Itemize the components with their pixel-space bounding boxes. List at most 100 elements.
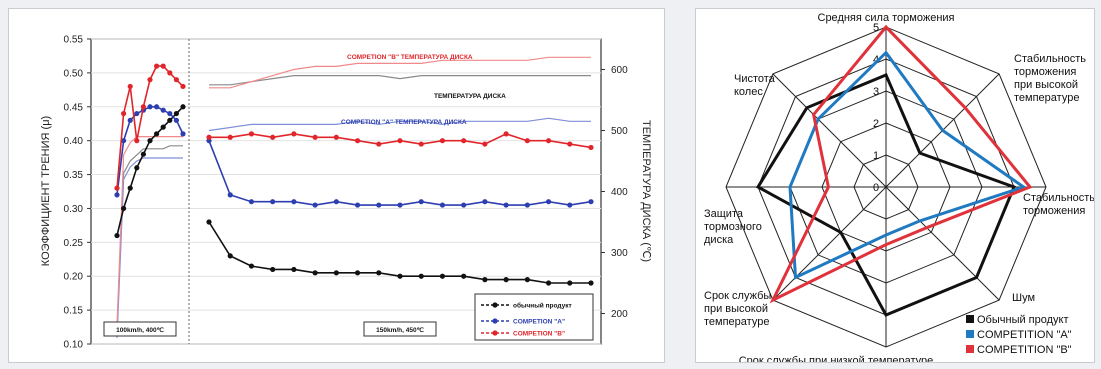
phase2-a-point — [545, 199, 552, 205]
phase2-a-point — [291, 199, 297, 205]
phase1-normal-point — [121, 205, 127, 212]
phase1-a-point — [121, 138, 127, 144]
radar-axis-label-line: при высокой — [704, 303, 768, 315]
phase1-normal-point — [167, 117, 173, 123]
phase1-a-point — [173, 117, 179, 123]
phase1-a-point — [147, 104, 153, 110]
y2-tick-label: 600 — [611, 65, 628, 76]
phase2-a-point — [461, 202, 467, 208]
phase2-normal-point — [545, 280, 552, 286]
phase2-b-point — [567, 141, 573, 147]
legend-label: COMPETION "A" — [513, 319, 565, 326]
phase2-b-point — [397, 138, 403, 144]
y-tick-label: 0.20 — [64, 272, 84, 283]
radar-axis-label: Защита тормозного диска — [704, 208, 762, 246]
legend-label: COMPETION "B" — [513, 331, 565, 338]
phase2-b-point — [291, 131, 297, 137]
radar-axis-label-line: диска — [704, 234, 734, 246]
phase2-b-point — [206, 134, 212, 140]
phase1-b-point — [167, 70, 173, 76]
phase2-normal-point — [227, 253, 233, 259]
phase2-b-point — [312, 134, 318, 140]
phase1-b-point — [160, 63, 166, 69]
radar-tick-label: 5 — [873, 22, 879, 34]
radar-axis-label-line: Срок службы при низкой температуре — [739, 355, 934, 362]
friction-temperature-chart: 0.55 0.50 0.45 0.40 0.35 0.30 0.25 0.20 0.15 0.10… — [40, 35, 652, 351]
annotation-temp-b: COMPETION "B" ТЕМПЕРАТУРА ДИСКА — [347, 54, 473, 61]
phase1-temp-a-line — [116, 157, 183, 338]
phase2-normal-point — [397, 273, 403, 279]
phase1-b-point — [127, 83, 133, 90]
phase2-a-point — [333, 199, 339, 205]
phase2-b-point — [524, 138, 530, 144]
phase2-normal-point — [524, 277, 530, 283]
phase2-a-point — [588, 199, 594, 205]
phase1-temp-b-line — [116, 135, 183, 326]
condition-box-1 — [103, 321, 177, 337]
radar-axis-label-line: Стабильность — [1014, 53, 1086, 65]
phase2-temp-a-line — [208, 117, 591, 132]
phase2-normal-point — [418, 273, 424, 279]
radar-tick-label: 3 — [873, 86, 879, 98]
radar-tick-label: 1 — [873, 150, 879, 162]
phase1-normal-point — [147, 138, 153, 144]
phase2-normal-point — [270, 266, 276, 273]
phase1-a-point — [160, 107, 166, 113]
phase2-b-point — [545, 138, 552, 144]
phase2-normal-point — [354, 270, 361, 276]
radar-axis-label-line: Средняя сила торможения — [818, 12, 955, 24]
phase2-b-point — [376, 141, 382, 147]
y-tick-label: 0.50 — [64, 68, 84, 79]
phase2-b-point — [588, 144, 594, 151]
phase2-b-point — [418, 141, 424, 147]
radar-axis-label-line: Чистота — [734, 73, 776, 85]
radar-axis-label: Чистота колес — [734, 73, 776, 98]
phase2-b-point — [270, 134, 276, 140]
radar-legend-label: Обычный продукт — [977, 314, 1069, 326]
phase1-b-point — [114, 185, 120, 191]
radar-spoke — [772, 73, 887, 188]
phase2-a-point — [376, 202, 382, 208]
y-axis-label: КОЭФФИЦИЕНТ ТРЕНИЯ (μ) — [40, 116, 52, 266]
y-tick-label: 0.35 — [64, 170, 84, 181]
phase2-normal-point — [248, 263, 255, 269]
phase1-a-point — [167, 110, 173, 117]
radar-series-2 — [769, 24, 1033, 304]
radar-axis-label: Срок службы при низкой температуре — [739, 355, 934, 362]
phase1-b-point — [121, 110, 127, 117]
phase2-a-point — [503, 202, 509, 208]
y2-axis-label: ТЕМПЕРАТУРА ДИСКА (℃) — [640, 120, 652, 262]
y-tick-label: 0.25 — [64, 238, 84, 249]
y-tick-label: 0.45 — [64, 102, 84, 113]
radar-axis-label: Шум — [1012, 292, 1035, 304]
radar-axis-label-line: Шум — [1012, 292, 1035, 304]
phase1-normal-point — [154, 131, 160, 137]
radar-axis-label-line: температуре — [704, 316, 769, 328]
radar-axis-label-line: торможения — [1023, 205, 1085, 217]
condition-label-2: 150km/h, 450℃ — [376, 326, 424, 334]
legend-swatch-marker — [492, 318, 498, 324]
phase2-normal-point — [482, 277, 488, 283]
y-tick-label: 0.55 — [64, 35, 84, 46]
phase2-a-point — [439, 202, 446, 208]
phase1-a-point — [134, 110, 140, 117]
radar-axis-label-line: тормозного — [704, 221, 762, 233]
phase2-normal-point — [503, 277, 509, 283]
phase1-normal-point — [173, 110, 179, 117]
phase2-b-point — [482, 141, 488, 147]
radar-axis-label-line: температуре — [1014, 92, 1079, 104]
phase1-a-point — [127, 117, 133, 123]
phase2-b-point — [439, 138, 446, 144]
y2-tick-label: 200 — [611, 309, 628, 320]
phase2-normal-point — [588, 280, 594, 286]
phase2-b-point — [227, 134, 233, 140]
y-tick-label: 0.40 — [64, 136, 84, 147]
y-tick-label: 0.15 — [64, 306, 84, 317]
radar-legend-swatch — [966, 345, 974, 353]
phase2-normal-point — [376, 270, 382, 276]
radar-series-0 — [755, 73, 1016, 317]
phase2-a-point — [418, 199, 424, 205]
phase2-b-point — [461, 138, 467, 144]
annotation-temp-a: COMPETION "A" ТЕМПЕРАТУРА ДИСКА — [341, 119, 467, 126]
